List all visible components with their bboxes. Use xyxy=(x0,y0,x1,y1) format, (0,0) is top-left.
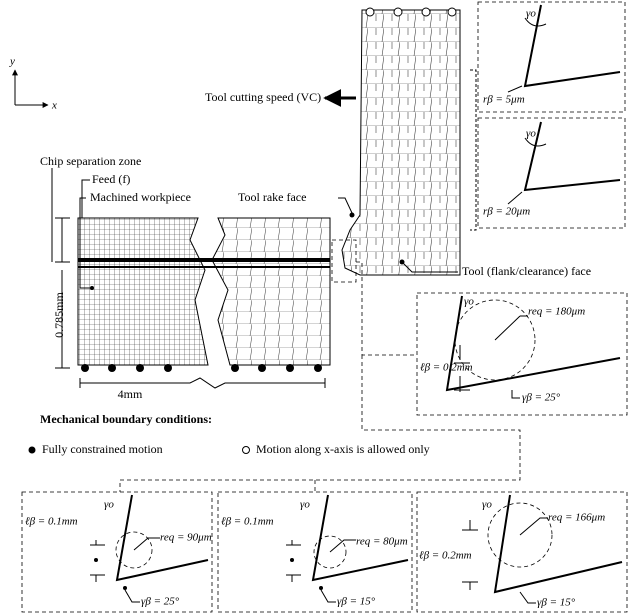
inset: γo rβ = 20μm xyxy=(478,118,625,228)
figure: y x Tool cutting speed (VC) Chip separat… xyxy=(0,0,632,613)
inset: γo req = 90μm ℓβ = 0.1mm γβ = 25° xyxy=(22,492,212,612)
l-beta: ℓβ = 0.1mm xyxy=(25,516,78,528)
inset: γo req = 180μm ℓβ = 0.2mm γβ = 25° xyxy=(417,293,627,415)
r-eq: req = 166μm xyxy=(548,512,605,524)
r-eq: req = 80μm xyxy=(356,536,408,548)
r-eq: req = 90μm xyxy=(160,532,212,544)
r-eq: req = 180μm xyxy=(528,306,585,318)
workpiece xyxy=(55,218,330,388)
boundary: Mechanical boundary conditions: Fully co… xyxy=(29,412,430,456)
axis-y: y xyxy=(9,56,15,68)
tool xyxy=(342,8,476,275)
l-beta: ℓβ = 0.1mm xyxy=(221,516,274,528)
label: 4mm xyxy=(118,387,143,401)
gamma-o: γo xyxy=(300,499,310,511)
label: 0.785mm xyxy=(52,292,66,338)
inset: γo req = 80μm ℓβ = 0.1mm γβ = 15° xyxy=(218,492,412,612)
gamma-o: γo xyxy=(464,296,474,308)
inset: γo req = 166μm ℓβ = 0.2mm γβ = 15° xyxy=(417,492,627,612)
r-beta: rβ = 20μm xyxy=(483,206,530,218)
gamma-beta: γβ = 25° xyxy=(522,392,561,404)
label: Tool cutting speed (VC) xyxy=(205,90,321,104)
axes: y x xyxy=(9,56,57,112)
boundary-title: Mechanical boundary conditions: xyxy=(40,412,212,426)
label: Chip separation zone xyxy=(40,154,141,168)
r-beta: rβ = 5μm xyxy=(483,94,525,106)
gamma-beta: γβ = 15° xyxy=(337,596,376,608)
l-beta: ℓβ = 0.2mm xyxy=(419,550,472,562)
gamma-o: γo xyxy=(104,499,114,511)
label: Tool (flank/clearance) face xyxy=(462,264,591,278)
gamma-o: γo xyxy=(526,128,536,140)
label: Tool rake face xyxy=(238,190,306,204)
gamma-beta: γβ = 25° xyxy=(141,596,180,608)
gamma-o: γo xyxy=(526,8,536,20)
label: Machined workpiece xyxy=(90,190,191,204)
l-beta: ℓβ = 0.2mm xyxy=(420,362,473,374)
legend-label: Fully constrained motion xyxy=(42,442,163,456)
label: Feed (f) xyxy=(92,172,130,186)
gamma-o: γo xyxy=(482,499,492,511)
gamma-beta: γβ = 15° xyxy=(537,597,576,609)
axis-x: x xyxy=(51,100,57,112)
legend-label: Motion along x-axis is allowed only xyxy=(256,442,430,456)
inset: γo rβ = 5μm xyxy=(478,2,625,112)
